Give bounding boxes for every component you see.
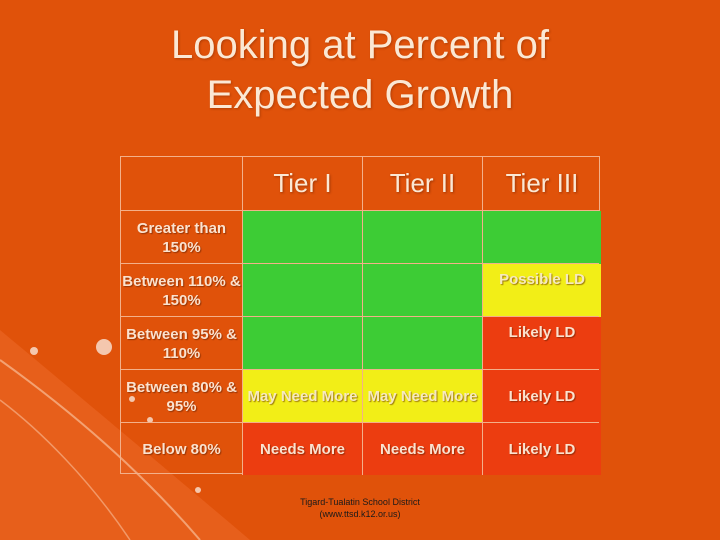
header-tier-3: Tier III [482, 157, 601, 210]
header-tier-2: Tier II [362, 157, 482, 210]
table-cell: Likely LD [482, 317, 601, 370]
table-cell: Likely LD [482, 423, 601, 475]
table-row: Between 80% & 95% May Need More May Need… [121, 369, 601, 423]
slide-title: Looking at Percent of Expected Growth [60, 20, 660, 120]
row-label: Between 110% & 150% [122, 272, 241, 309]
table-row: Between 110% & 150% Possible LD [121, 263, 601, 317]
bead-dot [129, 396, 135, 402]
table-cell [482, 211, 601, 264]
bead-dot [147, 417, 153, 423]
table-cell: Needs More [362, 423, 482, 475]
footer-credit: Tigard-Tualatin School District (www.tts… [260, 496, 460, 520]
table-cell: May Need More [242, 370, 362, 423]
table-row: Greater than 150% [121, 210, 601, 264]
header-corner [121, 157, 242, 210]
table-cell [242, 211, 362, 264]
bead-dot [30, 347, 38, 355]
footer-link[interactable]: (www.ttsd.k12.or.us) [319, 509, 401, 519]
row-label: Greater than 150% [136, 219, 227, 256]
table-header-row: Tier I Tier II Tier III [121, 157, 599, 210]
row-label: Between 95% & 110% [126, 325, 237, 362]
header-tier-1: Tier I [242, 157, 362, 210]
table-cell: May Need More [362, 370, 482, 423]
bead-dot [96, 339, 112, 355]
table-cell: Needs More [242, 423, 362, 475]
table-cell [362, 317, 482, 370]
table-cell [362, 211, 482, 264]
title-line-2: Expected Growth [206, 73, 514, 117]
tier-table: Tier I Tier II Tier III Greater than 150… [120, 156, 601, 475]
table-row: Below 80% Needs More Needs More Likely L… [121, 422, 601, 475]
table-cell [362, 264, 482, 317]
table-cell [242, 317, 362, 370]
footer-line-1: Tigard-Tualatin School District [300, 497, 420, 507]
table-row: Between 95% & 110% Likely LD [121, 316, 601, 370]
title-line-1: Looking at Percent of [170, 23, 550, 67]
row-label: Between 80% & 95% [126, 378, 237, 415]
table-cell: Possible LD [482, 264, 601, 317]
table-cell: Likely LD [482, 370, 601, 423]
bead-dot [195, 487, 201, 493]
table-cell [242, 264, 362, 317]
row-label: Below 80% [142, 440, 221, 458]
